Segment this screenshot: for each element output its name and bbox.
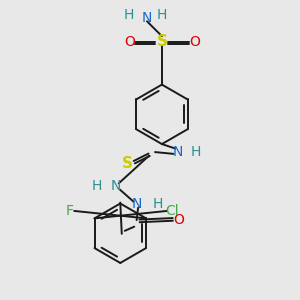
Text: H: H: [157, 8, 167, 22]
Text: O: O: [173, 213, 184, 227]
Text: H: H: [191, 146, 201, 159]
Text: O: O: [124, 34, 135, 49]
Text: H: H: [124, 8, 134, 22]
Text: H: H: [152, 197, 163, 211]
Text: F: F: [66, 204, 74, 218]
Text: N: N: [131, 197, 142, 211]
Text: N: N: [142, 11, 152, 25]
Text: S: S: [122, 156, 133, 171]
Text: N: N: [111, 179, 121, 193]
Text: H: H: [92, 179, 102, 193]
Text: Cl: Cl: [166, 204, 179, 218]
Text: S: S: [156, 34, 167, 49]
Text: O: O: [189, 34, 200, 49]
Text: N: N: [173, 146, 183, 159]
